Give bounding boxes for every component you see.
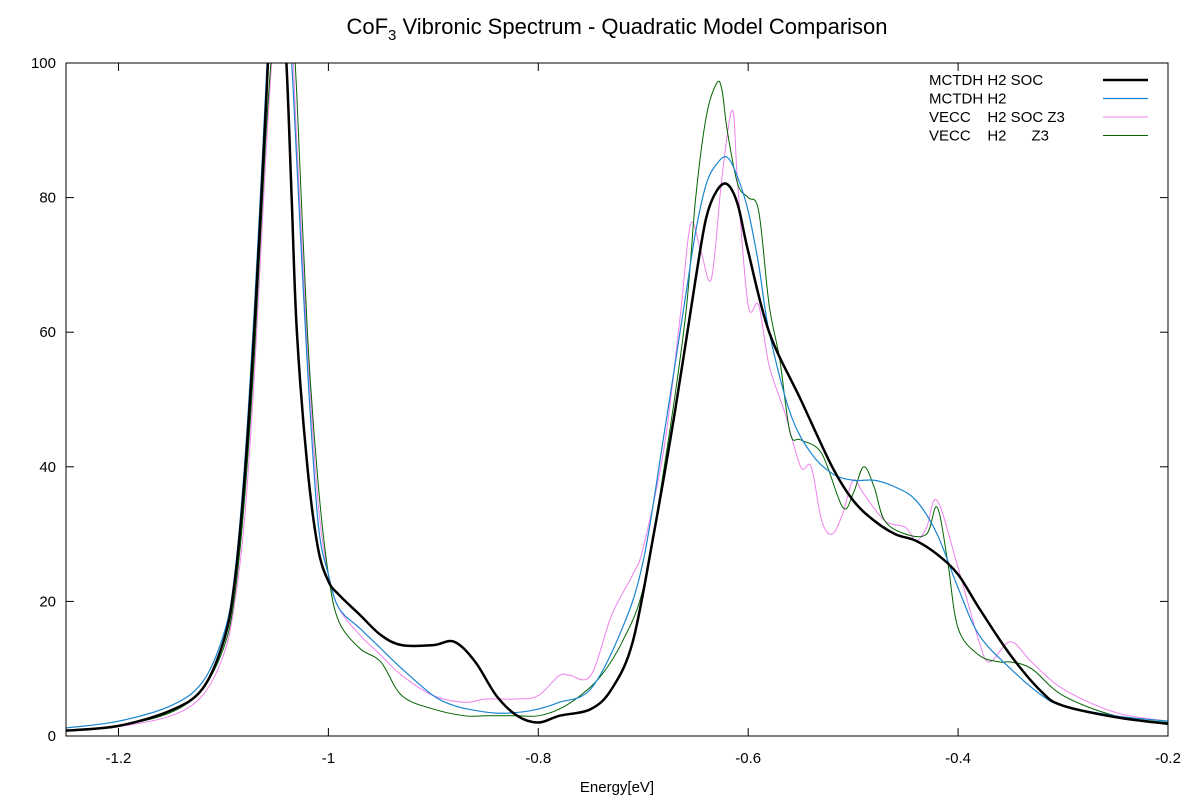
legend-label: VECC H2 Z3 [929,128,1049,145]
x-tick-label: -0.6 [735,750,761,767]
title-rest: Vibronic Spectrum - Quadratic Model Comp… [396,14,887,39]
title-subscript: 3 [388,27,396,44]
x-tick-label: -0.2 [1155,750,1181,767]
title-main: CoF [346,14,388,39]
x-tick-label: -0.8 [525,750,551,767]
y-tick-label: 80 [39,190,56,207]
x-tick-label: -0.4 [945,750,971,767]
legend-label: VECC H2 SOC Z3 [929,109,1065,126]
x-axis-label: Energy[eV] [580,779,654,796]
y-tick-label: 40 [39,459,56,476]
y-tick-label: 20 [39,593,56,610]
series-line-0 [66,63,1168,732]
series-group [66,63,1168,732]
x-tick-label: -1.2 [106,750,132,767]
chart-title: CoF3 Vibronic Spectrum - Quadratic Model… [346,14,887,44]
series-line-2 [66,63,1168,732]
axis-tick-labels: -1.2 -1 -0.8 -0.6 -0.4 -0.2 0 20 40 60 80 100 [31,55,1181,767]
y-tick-label: 0 [48,728,56,745]
legend-label: MCTDH H2 SOC [929,72,1043,89]
axis-ticks [66,62,1169,737]
x-tick-label: -1 [322,750,335,767]
legend-label: MCTDH H2 [929,91,1007,108]
plot-frame [65,62,1169,737]
y-tick-label: 60 [39,324,56,341]
series-line-1 [66,63,1168,729]
y-tick-label: 100 [31,55,56,72]
